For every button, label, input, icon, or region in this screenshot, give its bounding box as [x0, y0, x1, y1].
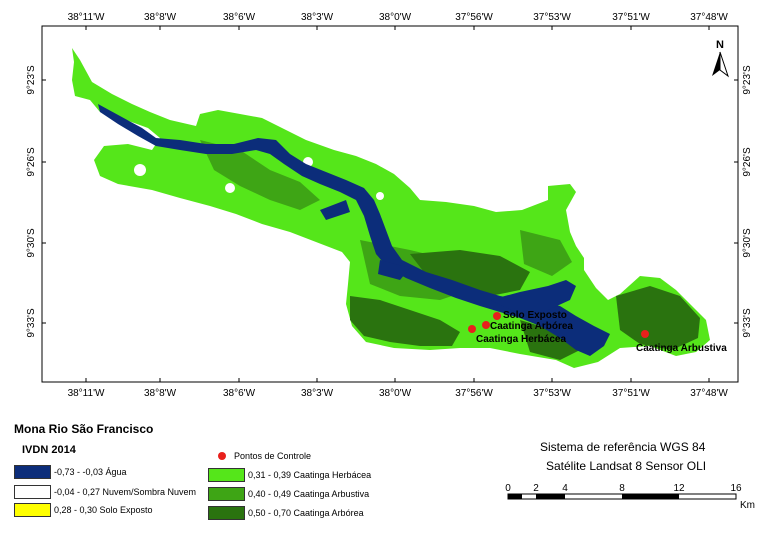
bottom-tick-label: 38°0'W — [379, 388, 412, 399]
scale-tick-label: 0 — [505, 483, 511, 494]
bottom-tick-label: 38°6'W — [223, 388, 256, 399]
scale-bar: 0 2 4 8 12 16 Km — [505, 483, 755, 511]
scale-tick-label: 16 — [730, 483, 742, 494]
legend-item-label: 0,50 - 0,70 Caatinga Arbórea — [248, 508, 364, 518]
right-tick-label: 9°26'S — [742, 147, 753, 177]
bottom-tick-label: 37°48'W — [690, 388, 728, 399]
control-point-caatinga-herbacea[interactable] — [468, 325, 476, 333]
scale-tick-label: 2 — [533, 483, 539, 494]
bottom-tick-label: 37°56'W — [455, 388, 493, 399]
top-tick-label: 38°8'W — [144, 12, 177, 23]
legend-subtitle: IVDN 2014 — [22, 444, 76, 456]
scale-tick-label: 4 — [562, 483, 568, 494]
north-arrow-icon: N — [712, 39, 729, 78]
legend-control-points: Pontos de Controle — [218, 451, 311, 461]
top-tick-label: 37°56'W — [455, 12, 493, 23]
swatch-herbacea — [208, 468, 245, 482]
map-frame: Solo Exposto Caatinga Arbórea Caatinga H… — [26, 12, 753, 399]
top-tick-label: 37°53'W — [533, 12, 571, 23]
swatch-arbustiva — [208, 487, 245, 501]
scale-tick-label: 12 — [673, 483, 685, 494]
legend-control-points-label: Pontos de Controle — [234, 451, 312, 461]
right-tick-label: 9°33'S — [742, 308, 753, 338]
bottom-tick-label: 38°11'W — [68, 388, 105, 399]
control-points: Solo Exposto Caatinga Arbórea Caatinga H… — [468, 310, 727, 354]
legend-item-label: 0,40 - 0,49 Caatinga Arbustiva — [248, 489, 370, 499]
top-tick-label: 37°51'W — [612, 12, 650, 23]
swatch-solo — [14, 503, 51, 517]
control-point-solo-exposto[interactable] — [493, 312, 501, 320]
legend-item-label: 0,31 - 0,39 Caatinga Herbácea — [248, 470, 372, 480]
legend-item-label: -0,04 - 0,27 Nuvem/Sombra Nuvem — [54, 487, 197, 497]
north-label: N — [716, 39, 724, 51]
point-label: Caatinga Arbustiva — [636, 343, 727, 354]
control-point-icon — [218, 452, 226, 460]
left-tick-label: 9°26'S — [26, 147, 37, 177]
legend-item-label: -0,73 - -0,03 Água — [54, 467, 127, 477]
swatch-nuvem — [14, 485, 51, 499]
bottom-tick-label: 38°3'W — [301, 388, 334, 399]
point-label: Solo Exposto — [503, 310, 567, 321]
river-water — [98, 104, 610, 356]
right-tick-label: 9°23'S — [742, 65, 753, 95]
left-tick-label: 9°23'S — [26, 65, 37, 95]
control-point-caatinga-arborea[interactable] — [482, 321, 490, 329]
legend-item-label: 0,28 - 0,30 Solo Exposto — [54, 505, 153, 515]
legend-item-agua: -0,73 - -0,03 Água — [14, 465, 127, 479]
top-tick-label: 38°11'W — [68, 12, 105, 23]
legend-title: Mona Rio São Francisco — [14, 422, 154, 436]
right-tick-label: 9°30'S — [742, 228, 753, 258]
left-tick-label: 9°30'S — [26, 228, 37, 258]
swatch-arborea — [208, 506, 245, 520]
scale-unit: Km — [740, 500, 755, 511]
satellite-sensor: Satélite Landsat 8 Sensor OLI — [546, 459, 707, 473]
legend-item-herbacea: 0,31 - 0,39 Caatinga Herbácea — [208, 468, 371, 482]
swatch-agua — [14, 465, 51, 479]
legend-item-solo: 0,28 - 0,30 Solo Exposto — [14, 503, 153, 517]
top-tick-label: 37°48'W — [690, 12, 728, 23]
bottom-tick-label: 37°53'W — [533, 388, 571, 399]
top-tick-label: 38°6'W — [223, 12, 256, 23]
point-label: Caatinga Herbácea — [476, 334, 566, 345]
top-tick-label: 38°3'W — [301, 12, 334, 23]
legend-item-arborea: 0,50 - 0,70 Caatinga Arbórea — [208, 506, 364, 520]
graticule-ticks: 38°11'W 38°8'W 38°6'W 38°3'W 38°0'W 37°56'W 37… — [26, 12, 753, 399]
control-point-caatinga-arbustiva[interactable] — [641, 330, 649, 338]
point-label: Caatinga Arbórea — [490, 321, 573, 332]
left-tick-label: 9°33'S — [26, 308, 37, 338]
scale-tick-label: 8 — [619, 483, 625, 494]
legend-item-arbustiva: 0,40 - 0,49 Caatinga Arbustiva — [208, 487, 369, 501]
bottom-tick-label: 38°8'W — [144, 388, 177, 399]
legend-item-nuvem: -0,04 - 0,27 Nuvem/Sombra Nuvem — [14, 485, 196, 499]
reference-system: Sistema de referência WGS 84 — [540, 440, 706, 454]
bottom-tick-label: 37°51'W — [612, 388, 650, 399]
top-tick-label: 38°0'W — [379, 12, 412, 23]
